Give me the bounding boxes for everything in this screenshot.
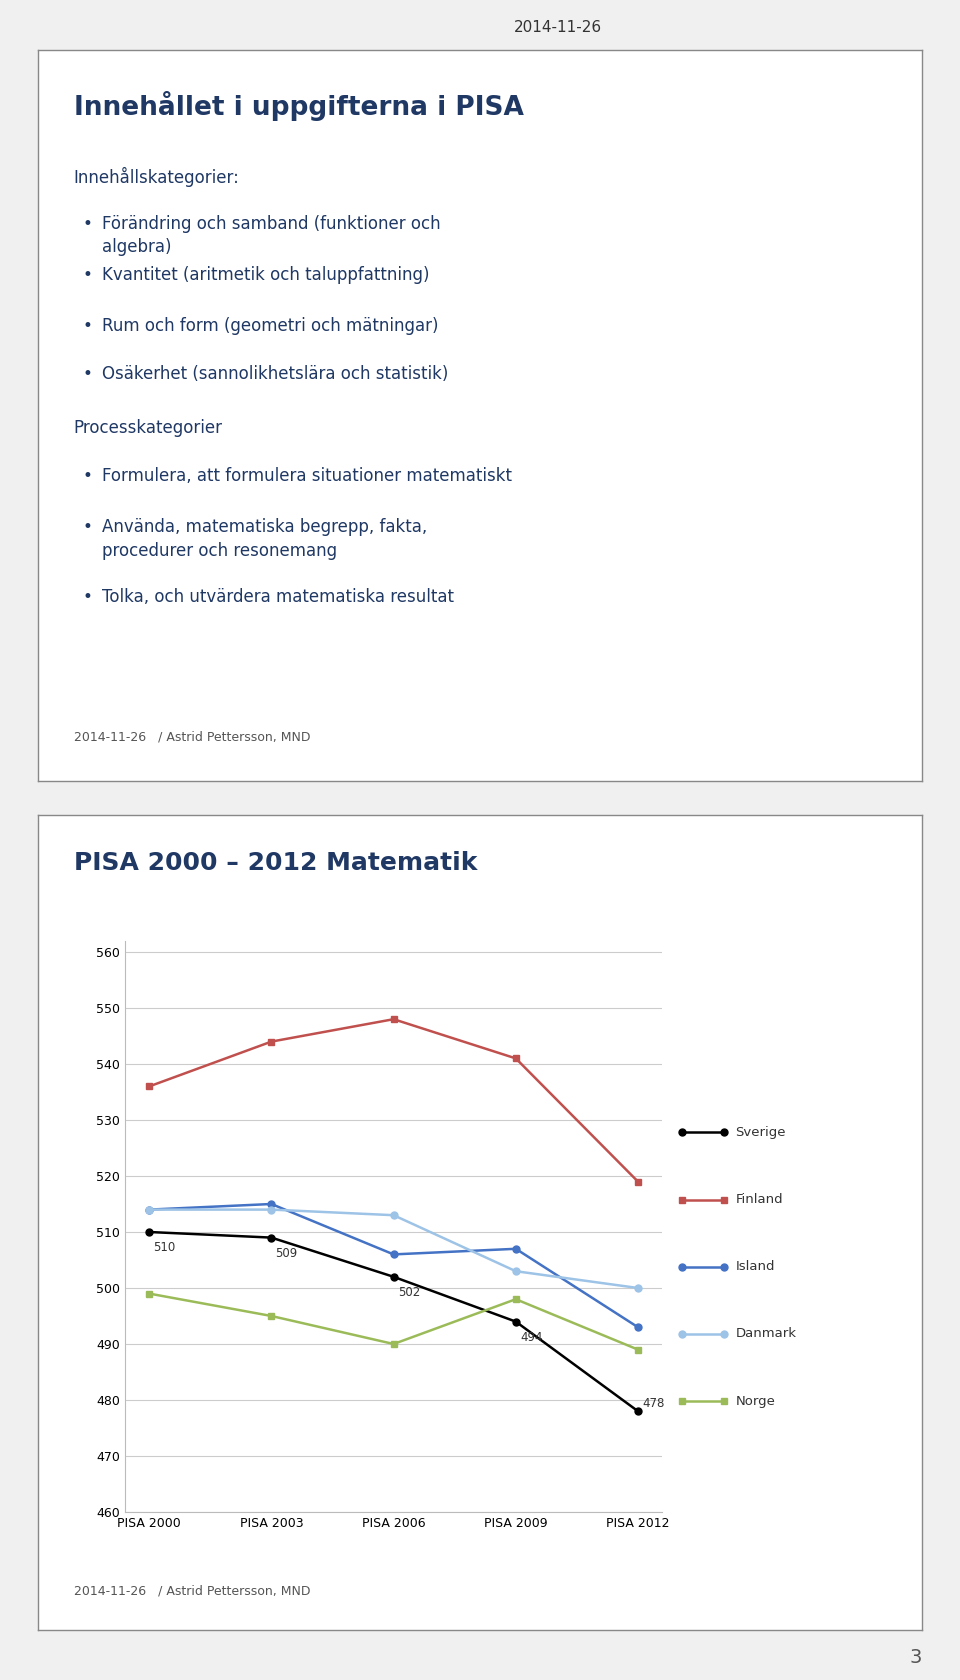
Danmark	[633, 1278, 644, 1299]
Danmark	[143, 1200, 155, 1220]
Text: 509: 509	[276, 1247, 298, 1260]
Text: Finland: Finland	[735, 1193, 783, 1206]
Line: Finland: Finland	[146, 1016, 641, 1184]
Finland	[510, 1048, 521, 1068]
Line: Sverige: Sverige	[146, 1228, 641, 1415]
Text: 3: 3	[909, 1648, 922, 1667]
Text: •: •	[83, 365, 92, 383]
Text: Använda, matematiska begrepp, fakta,
procedurer och resonemang: Använda, matematiska begrepp, fakta, pro…	[102, 517, 427, 559]
Line: Island: Island	[146, 1201, 641, 1331]
Island	[633, 1317, 644, 1337]
Danmark	[266, 1200, 277, 1220]
Text: 510: 510	[154, 1242, 176, 1255]
Finland	[143, 1077, 155, 1097]
Text: Rum och form (geometri och mätningar): Rum och form (geometri och mätningar)	[102, 318, 439, 334]
Text: PISA 2000 – 2012 Matematik: PISA 2000 – 2012 Matematik	[74, 852, 477, 875]
Text: •: •	[83, 265, 92, 284]
Island	[143, 1200, 155, 1220]
Text: •: •	[83, 467, 92, 486]
Island	[510, 1238, 521, 1258]
Finland	[266, 1032, 277, 1052]
Line: Norge: Norge	[146, 1290, 641, 1352]
Text: •: •	[83, 517, 92, 536]
Text: Norge: Norge	[735, 1394, 776, 1408]
Text: Innehållskategorier:: Innehållskategorier:	[74, 168, 240, 188]
Line: Danmark: Danmark	[146, 1206, 641, 1292]
Island	[388, 1245, 399, 1265]
Norge	[633, 1339, 644, 1359]
Sverige	[633, 1401, 644, 1421]
Norge	[266, 1305, 277, 1326]
Text: Kvantitet (aritmetik och taluppfattning): Kvantitet (aritmetik och taluppfattning)	[102, 265, 429, 284]
Text: 2014-11-26   / Astrid Pettersson, MND: 2014-11-26 / Astrid Pettersson, MND	[74, 731, 310, 743]
Text: Formulera, att formulera situationer matematiskt: Formulera, att formulera situationer mat…	[102, 467, 512, 486]
Text: Processkategorier: Processkategorier	[74, 420, 223, 437]
Sverige	[388, 1267, 399, 1287]
Text: 478: 478	[642, 1398, 664, 1410]
Norge	[143, 1284, 155, 1304]
Text: 2014-11-26   / Astrid Pettersson, MND: 2014-11-26 / Astrid Pettersson, MND	[74, 1584, 310, 1598]
Text: Tolka, och utvärdera matematiska resultat: Tolka, och utvärdera matematiska resulta…	[102, 588, 454, 605]
Finland	[633, 1171, 644, 1191]
Text: Island: Island	[735, 1260, 775, 1273]
Norge	[388, 1334, 399, 1354]
Sverige	[143, 1221, 155, 1242]
Text: Sverige: Sverige	[735, 1126, 786, 1139]
Text: Innehållet i uppgifterna i PISA: Innehållet i uppgifterna i PISA	[74, 91, 523, 121]
Text: 2014-11-26: 2014-11-26	[514, 20, 602, 35]
Sverige	[266, 1228, 277, 1248]
Text: 494: 494	[520, 1331, 542, 1344]
Text: •: •	[83, 215, 92, 234]
Norge	[510, 1289, 521, 1309]
Text: 502: 502	[397, 1287, 420, 1299]
Text: Danmark: Danmark	[735, 1327, 797, 1341]
Sverige	[510, 1312, 521, 1332]
Finland	[388, 1010, 399, 1030]
Island	[266, 1194, 277, 1215]
Text: •: •	[83, 318, 92, 334]
Danmark	[388, 1205, 399, 1225]
Danmark	[510, 1262, 521, 1282]
Text: Förändring och samband (funktioner och
algebra): Förändring och samband (funktioner och a…	[102, 215, 441, 257]
Text: Osäkerhet (sannolikhetslära och statistik): Osäkerhet (sannolikhetslära och statisti…	[102, 365, 448, 383]
Text: •: •	[83, 588, 92, 605]
